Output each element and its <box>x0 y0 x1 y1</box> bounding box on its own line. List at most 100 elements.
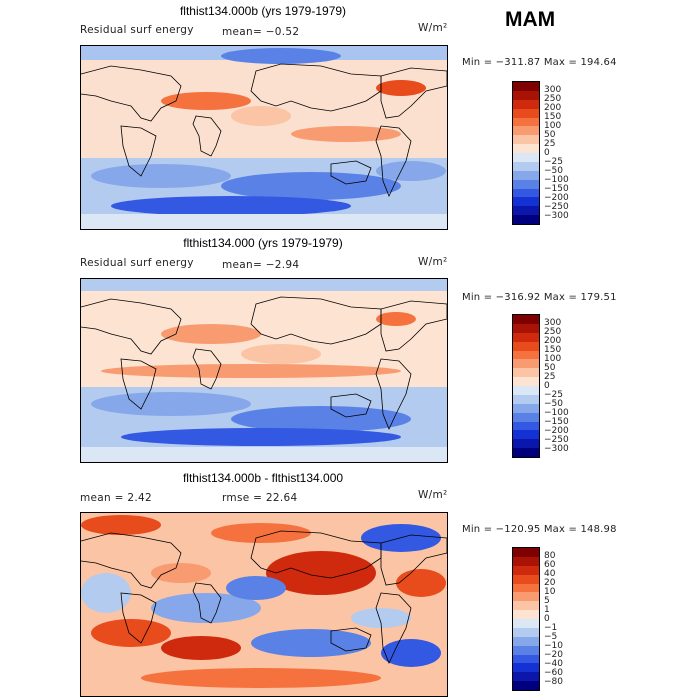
colorbar-swatch <box>513 135 539 145</box>
colorbar-tick: 50 <box>544 129 556 140</box>
colorbar-tick: 60 <box>544 559 556 570</box>
colorbar-tick: 20 <box>544 577 556 588</box>
panel-3-rmse: rmse = 22.64 <box>222 492 298 504</box>
colorbar-tick: 25 <box>544 138 556 149</box>
colorbar-tick: 150 <box>544 111 562 122</box>
colorbar-tick: −20 <box>544 649 563 660</box>
panel-3-map-svg <box>81 513 447 696</box>
colorbar-swatch <box>513 161 539 171</box>
colorbar-swatch <box>513 368 539 378</box>
panel-1-colorbar <box>512 81 540 225</box>
colorbar-swatch <box>513 215 539 224</box>
colorbar-swatch <box>513 654 539 664</box>
colorbar-swatch <box>513 394 539 404</box>
colorbar-tick: −1 <box>544 622 558 633</box>
colorbar-tick: 200 <box>544 335 562 346</box>
colorbar-tick: −60 <box>544 667 563 678</box>
colorbar-swatch <box>513 636 539 646</box>
panel-1-map <box>80 45 448 230</box>
colorbar-swatch <box>513 421 539 431</box>
colorbar-swatch <box>513 412 539 422</box>
colorbar-tick: −50 <box>544 165 563 176</box>
panel-3-title: flthist134.000b - flthist134.000 <box>182 471 344 485</box>
colorbar-swatch <box>513 108 539 118</box>
panel-2-variable-label: Residual surf energy <box>80 257 194 269</box>
panel-2-minmax: Min = −316.92 Max = 179.51 <box>462 292 617 303</box>
panel-2-map-svg <box>81 279 447 462</box>
colorbar-swatch <box>513 170 539 180</box>
colorbar-tick: −300 <box>544 443 569 454</box>
colorbar-tick: 250 <box>544 326 562 337</box>
colorbar-tick: 5 <box>544 595 550 606</box>
colorbar-swatch <box>513 126 539 136</box>
season-label: MAM <box>505 8 556 31</box>
colorbar-swatch <box>513 188 539 198</box>
colorbar-tick: 200 <box>544 102 562 113</box>
colorbar-tick: 150 <box>544 344 562 355</box>
colorbar-tick: 50 <box>544 362 556 373</box>
colorbar-swatch <box>513 206 539 216</box>
colorbar-swatch <box>513 681 539 690</box>
panel-3-units: W/m² <box>418 489 448 501</box>
panel-1-units: W/m² <box>418 22 448 34</box>
colorbar-swatch <box>513 99 539 109</box>
colorbar-tick: −250 <box>544 201 569 212</box>
panel-2-colorbar <box>512 314 540 458</box>
colorbar-swatch <box>513 610 539 619</box>
colorbar-tick: 250 <box>544 93 562 104</box>
colorbar-tick: −50 <box>544 398 563 409</box>
panel-2-map <box>80 278 448 463</box>
colorbar-swatch <box>513 315 539 324</box>
colorbar-swatch <box>513 663 539 673</box>
panel-3-map <box>80 512 448 697</box>
panel-3-colorbar <box>512 547 540 691</box>
colorbar-swatch <box>513 153 539 162</box>
panel-3-mean: mean = 2.42 <box>80 492 152 504</box>
colorbar-tick: −100 <box>544 174 569 185</box>
colorbar-tick: 10 <box>544 586 556 597</box>
colorbar-swatch <box>513 565 539 575</box>
panel-2-units: W/m² <box>418 256 448 268</box>
colorbar-tick: 80 <box>544 550 556 561</box>
colorbar-swatch <box>513 197 539 207</box>
panel-1-title: flthist134.000b (yrs 1979-1979) <box>179 4 347 18</box>
colorbar-swatch <box>513 583 539 593</box>
colorbar-tick: −25 <box>544 156 563 167</box>
colorbar-swatch <box>513 430 539 440</box>
colorbar-swatch <box>513 574 539 584</box>
panel-3-minmax: Min = −120.95 Max = 148.98 <box>462 524 617 535</box>
colorbar-swatch <box>513 377 539 386</box>
colorbar-swatch <box>513 592 539 602</box>
colorbar-tick: 300 <box>544 84 562 95</box>
colorbar-tick: −25 <box>544 389 563 400</box>
panel-1-variable-label: Residual surf energy <box>80 24 194 36</box>
colorbar-tick: −200 <box>544 192 569 203</box>
colorbar-swatch <box>513 341 539 351</box>
colorbar-swatch <box>513 627 539 637</box>
colorbar-swatch <box>513 90 539 100</box>
colorbar-tick: 0 <box>544 147 550 158</box>
colorbar-swatch <box>513 601 539 611</box>
panel-2-mean: mean= −2.94 <box>222 259 300 271</box>
colorbar-tick: −200 <box>544 425 569 436</box>
colorbar-swatch <box>513 556 539 566</box>
colorbar-swatch <box>513 350 539 360</box>
panel-1-map-svg <box>81 46 447 229</box>
colorbar-tick: −5 <box>544 631 558 642</box>
panel-1-mean: mean= −0.52 <box>222 26 300 38</box>
colorbar-tick: −150 <box>544 416 569 427</box>
colorbar-tick: 0 <box>544 380 550 391</box>
colorbar-swatch <box>513 332 539 342</box>
colorbar-tick: −100 <box>544 407 569 418</box>
colorbar-tick: 100 <box>544 353 562 364</box>
colorbar-tick: 25 <box>544 371 556 382</box>
colorbar-swatch <box>513 117 539 127</box>
colorbar-swatch <box>513 386 539 395</box>
colorbar-tick: 300 <box>544 317 562 328</box>
colorbar-swatch <box>513 619 539 628</box>
colorbar-tick: 0 <box>544 613 550 624</box>
colorbar-tick: 100 <box>544 120 562 131</box>
colorbar-swatch <box>513 403 539 413</box>
colorbar-swatch <box>513 672 539 682</box>
colorbar-swatch <box>513 448 539 457</box>
